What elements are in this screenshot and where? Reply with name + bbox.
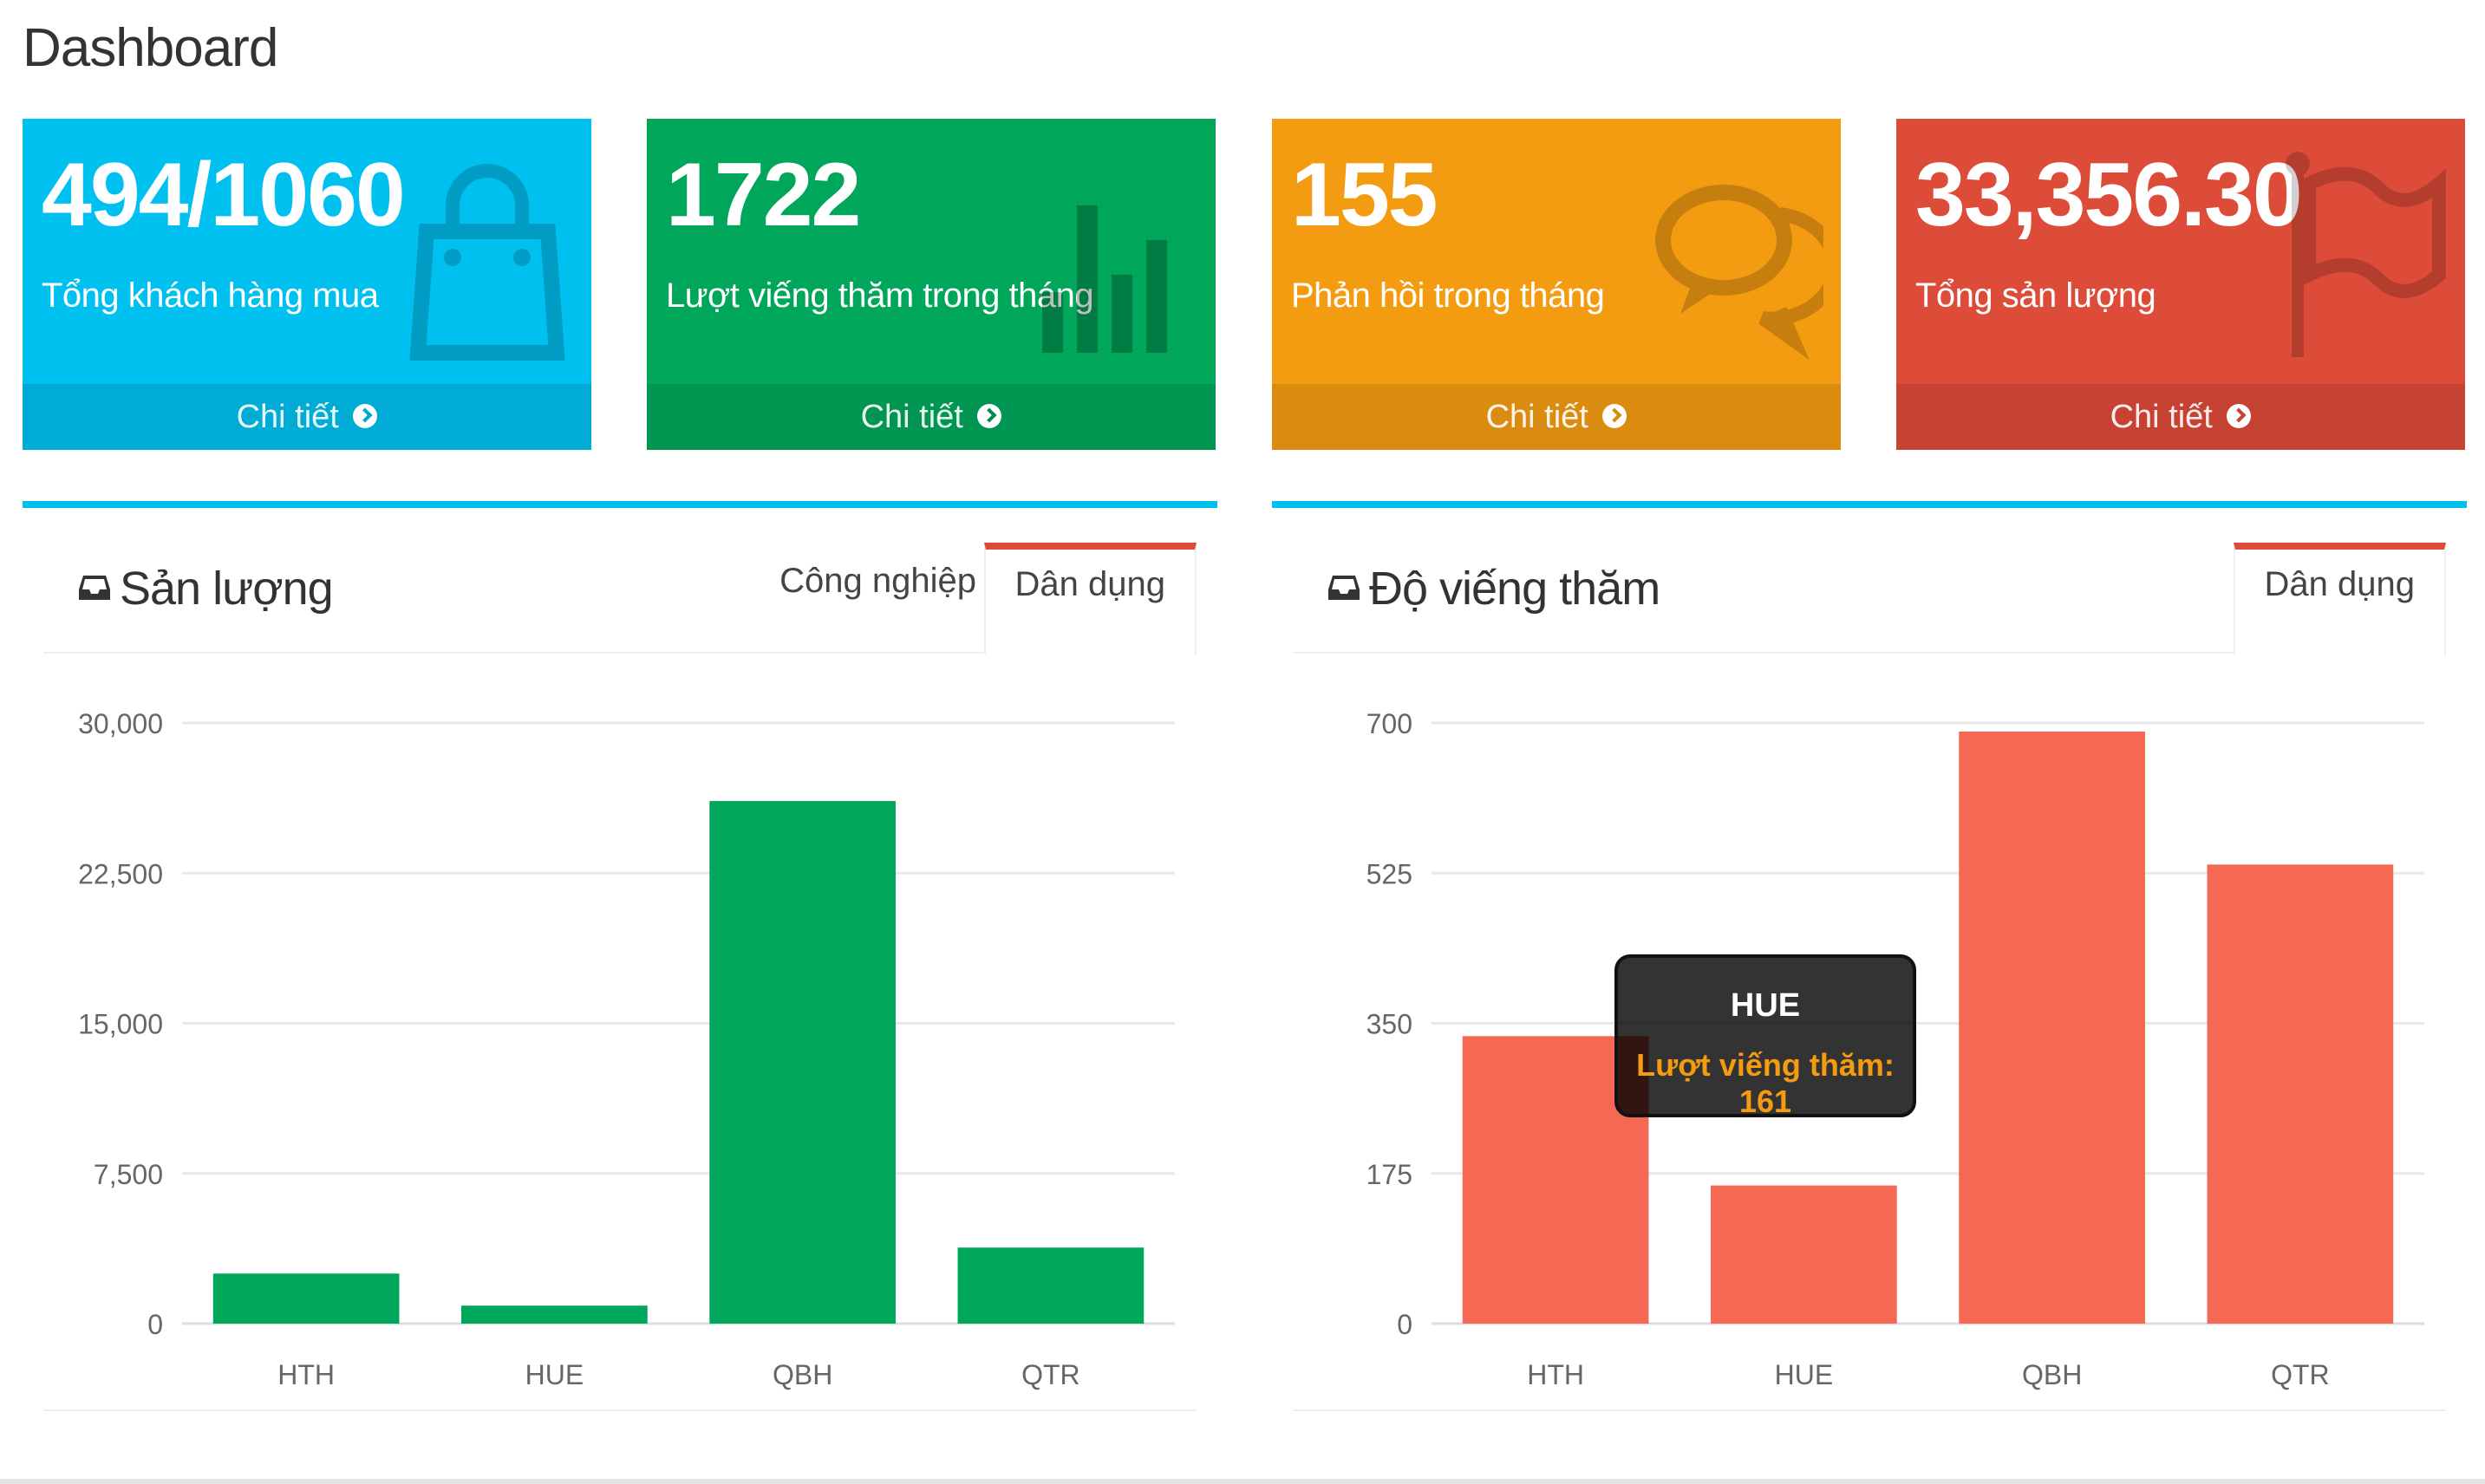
- y-tick-label: 175: [1366, 1159, 1412, 1190]
- y-tick-label: 15,000: [78, 1009, 163, 1040]
- flag-icon: [2286, 152, 2446, 357]
- inbox-icon: [79, 575, 110, 600]
- chart-tooltip: HUE Lượt viếng thăm: 161: [1614, 954, 1916, 1119]
- stat-box-customers: 494/1060 Tổng khách hàng mua Chi tiết: [23, 119, 591, 450]
- x-tick-label: HTH: [277, 1359, 335, 1390]
- details-label: Chi tiết: [2110, 399, 2213, 435]
- inbox-icon: [1328, 575, 1360, 600]
- x-tick-label: HUE: [1775, 1359, 1834, 1390]
- details-link[interactable]: Chi tiết: [1272, 384, 1841, 450]
- stat-label: Phản hồi trong tháng: [1291, 277, 1605, 315]
- visits-bar-chart: 0 175 350 525 700 HTH HUE QBH QTR: [1366, 708, 2424, 1390]
- x-tick-label: QTR: [1021, 1359, 1080, 1390]
- y-tick-label: 0: [1397, 1309, 1412, 1340]
- arrow-circle-right-icon: [1602, 403, 1627, 428]
- stat-value: 494/1060: [42, 145, 406, 245]
- arrow-circle-right-icon: [2227, 403, 2252, 428]
- panel-title-text: Độ viếng thăm: [1369, 563, 1660, 615]
- x-tick-label: HTH: [1527, 1359, 1584, 1390]
- details-label: Chi tiết: [1485, 399, 1588, 435]
- stat-label: Lượt viếng thăm trong tháng: [666, 277, 1094, 315]
- visits-panel: Độ viếng thăm Dân dụng 0 175 350 525 700 HTH H…: [1272, 501, 2467, 1411]
- tab-label: Dân dụng: [2264, 565, 2415, 603]
- panel-title-text: Sản lượng: [120, 563, 334, 615]
- bar-chart-icon: [1042, 205, 1167, 353]
- x-tick-label: HUE: [525, 1359, 584, 1390]
- tooltip-key: Lượt viếng thăm: [1636, 1047, 1884, 1083]
- page-bottom-divider: [0, 1479, 2485, 1484]
- stat-label: Tổng khách hàng mua: [42, 277, 379, 315]
- stat-value: 33,356.30: [1915, 145, 2303, 245]
- panel-title: Độ viếng thăm: [1327, 562, 1660, 615]
- tab-label: Dân dụng: [1014, 565, 1165, 603]
- panel-footer-divider: [1293, 1409, 2446, 1411]
- y-tick-label: 700: [1366, 708, 1412, 739]
- y-tick-label: 30,000: [78, 708, 163, 739]
- y-tick-label: 350: [1366, 1009, 1412, 1040]
- y-tick-label: 22,500: [78, 858, 163, 889]
- y-tick-label: 0: [147, 1309, 163, 1340]
- bar-qbh[interactable]: [1959, 731, 2145, 1324]
- bar-hue[interactable]: [1711, 1185, 1897, 1324]
- shopping-bag-icon: [409, 164, 565, 361]
- production-panel: Sản lượng Công nghiệp Dân dụng 0 7,500 15,…: [23, 501, 1217, 1411]
- y-tick-label: 7,500: [94, 1159, 163, 1190]
- bar-hue[interactable]: [461, 1305, 648, 1324]
- tab-residential[interactable]: Dân dụng: [983, 543, 1197, 655]
- tooltip-value: 161: [1738, 1084, 1792, 1119]
- details-link[interactable]: Chi tiết: [23, 384, 591, 450]
- stat-box-inner: 1722 Lượt viếng thăm trong tháng: [647, 119, 1216, 384]
- page-title: Dashboard: [23, 18, 278, 78]
- details-link[interactable]: Chi tiết: [1896, 384, 2465, 450]
- panel-header: Độ viếng thăm Dân dụng: [1293, 508, 2446, 655]
- bar-qtr[interactable]: [957, 1247, 1145, 1324]
- stat-value: 1722: [666, 145, 861, 245]
- stat-box-inner: 494/1060 Tổng khách hàng mua: [23, 119, 591, 384]
- arrow-circle-right-icon: [353, 403, 378, 428]
- bar-hth[interactable]: [212, 1273, 400, 1324]
- visits-chart: 0 175 350 525 700 HTH HUE QBH QTR: [1293, 673, 2446, 1405]
- details-label: Chi tiết: [860, 399, 963, 435]
- stat-box-visits: 1722 Lượt viếng thăm trong tháng Chi tiế…: [647, 119, 1216, 450]
- stat-label: Tổng sản lượng: [1915, 277, 2156, 315]
- details-link[interactable]: Chi tiết: [647, 384, 1216, 450]
- x-tick-label: QBH: [773, 1359, 832, 1390]
- bar-qtr[interactable]: [2207, 864, 2394, 1324]
- tab-industrial[interactable]: Công nghiệp: [750, 543, 1006, 654]
- stat-box-inner: 155 Phản hồi trong tháng: [1272, 119, 1841, 384]
- stat-box-inner: 33,356.30 Tổng sản lượng: [1896, 119, 2465, 384]
- x-tick-label: QTR: [2271, 1359, 2330, 1390]
- bar-qbh[interactable]: [709, 801, 896, 1324]
- panel-title: Sản lượng: [78, 562, 334, 615]
- tab-residential[interactable]: Dân dụng: [2233, 543, 2446, 655]
- arrow-circle-right-icon: [977, 403, 1002, 428]
- comments-icon: [1655, 185, 1823, 361]
- stat-box-feedback: 155 Phản hồi trong tháng Chi tiết: [1272, 119, 1841, 450]
- panel-footer-divider: [43, 1409, 1197, 1411]
- details-label: Chi tiết: [236, 399, 339, 435]
- tooltip-title: HUE: [1730, 987, 1801, 1024]
- production-chart: 0 7,500 15,000 22,500 30,000 HTH HUE QBH QTR: [43, 673, 1197, 1405]
- x-tick-label: QBH: [2022, 1359, 2082, 1390]
- panel-header: Sản lượng Công nghiệp Dân dụng: [43, 508, 1197, 655]
- stat-box-production: 33,356.30 Tổng sản lượng Chi tiết: [1896, 119, 2465, 450]
- production-bar-chart: 0 7,500 15,000 22,500 30,000 HTH HUE QBH QTR: [78, 708, 1175, 1390]
- y-tick-label: 525: [1366, 858, 1412, 889]
- stat-value: 155: [1291, 145, 1438, 245]
- tooltip-body: Lượt viếng thăm: 161: [1636, 1047, 1895, 1119]
- tab-label: Công nghiệp: [779, 562, 976, 600]
